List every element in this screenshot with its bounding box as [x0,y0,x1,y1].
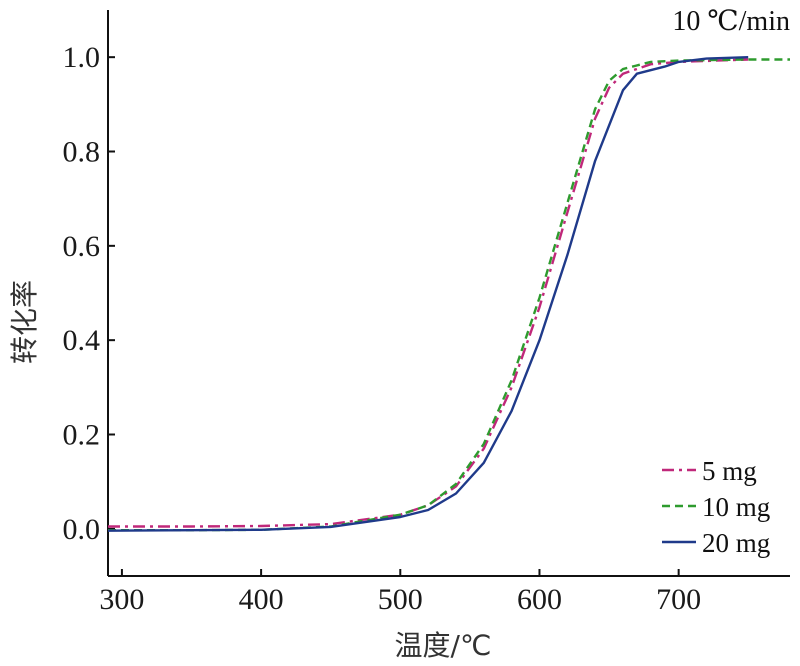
y-ticks: 0.0 0.2 0.4 0.6 0.8 1.0 [63,41,115,546]
x-tick-label: 700 [656,583,701,616]
y-tick-label: 0.8 [63,136,101,169]
series-lines [107,56,790,532]
x-tick-label: 300 [99,583,144,616]
annotation-heating-rate: 10 ℃/min [672,6,790,37]
y-axis-label: 转化率 [8,280,41,364]
y-tick-label: 1.0 [63,41,101,74]
axes [107,10,790,577]
y-tick-label: 0.2 [63,419,101,452]
legend-label: 20 mg [702,528,770,558]
legend: 5 mg 10 mg 20 mg [662,456,770,558]
x-tick-label: 400 [239,583,284,616]
y-tick-label: 0.6 [63,230,101,263]
series-line-0 [108,58,749,528]
y-tick-label: 0.4 [63,324,101,357]
series-line-1 [108,58,790,532]
x-tick-label: 600 [517,583,562,616]
series-line-2 [107,56,749,532]
x-ticks: 300 400 500 600 700 [99,569,701,616]
legend-label: 5 mg [702,456,757,486]
x-tick-label: 500 [378,583,423,616]
legend-label: 10 mg [702,492,770,522]
x-axis-label: 温度/℃ [395,629,492,662]
y-tick-label: 0.0 [63,513,101,546]
